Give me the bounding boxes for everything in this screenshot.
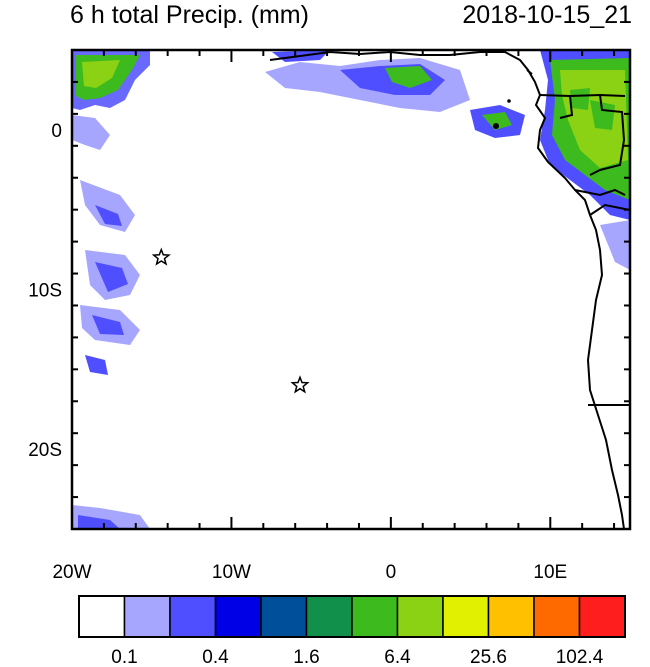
colorbar-swatch <box>78 595 126 638</box>
colorbar: 0.1 0.4 1.6 6.4 25.6 102.4 <box>78 595 626 667</box>
star-marker-1 <box>151 247 171 266</box>
lon-tick-label: 20W <box>52 562 91 583</box>
colorbar-label: 0.4 <box>202 647 229 667</box>
colorbar-swatch <box>305 595 353 638</box>
colorbar-swatch <box>260 595 308 638</box>
star-marker-2 <box>290 375 310 394</box>
colorbar-frame <box>78 595 626 638</box>
colorbar-swatch <box>578 595 626 638</box>
map-frame <box>70 48 632 531</box>
colorbar-label: 6.4 <box>384 647 411 667</box>
lon-tick-label: 0 <box>386 562 397 583</box>
colorbar-label: 102.4 <box>556 647 604 667</box>
colorbar-swatch <box>396 595 444 638</box>
precip-field <box>72 50 630 529</box>
colorbar-swatch <box>533 595 581 638</box>
colorbar-label: 1.6 <box>293 647 319 667</box>
lat-tick-label: 10S <box>28 281 62 302</box>
colorbar-swatch <box>487 595 535 638</box>
colorbar-label: 0.1 <box>111 647 137 667</box>
colorbar-swatch <box>351 595 399 638</box>
colorbar-swatch <box>169 595 217 638</box>
colorbar-swatch <box>214 595 262 638</box>
lat-tick-label: 20S <box>28 440 62 461</box>
map-title: 6 h total Precip. (mm) <box>70 1 309 29</box>
island-marker <box>507 99 511 103</box>
map-datetime: 2018-10-15_21 <box>462 1 632 29</box>
lon-tick-label: 10E <box>533 562 567 583</box>
lat-tick-label: 0 <box>51 121 62 142</box>
axis-ticks <box>71 49 630 530</box>
colorbar-label: 25.6 <box>470 647 507 667</box>
colorbar-swatch <box>442 595 490 638</box>
lon-tick-label: 10W <box>212 562 251 583</box>
island-marker <box>493 123 499 129</box>
colorbar-swatch <box>123 595 171 638</box>
coastline <box>269 50 630 529</box>
